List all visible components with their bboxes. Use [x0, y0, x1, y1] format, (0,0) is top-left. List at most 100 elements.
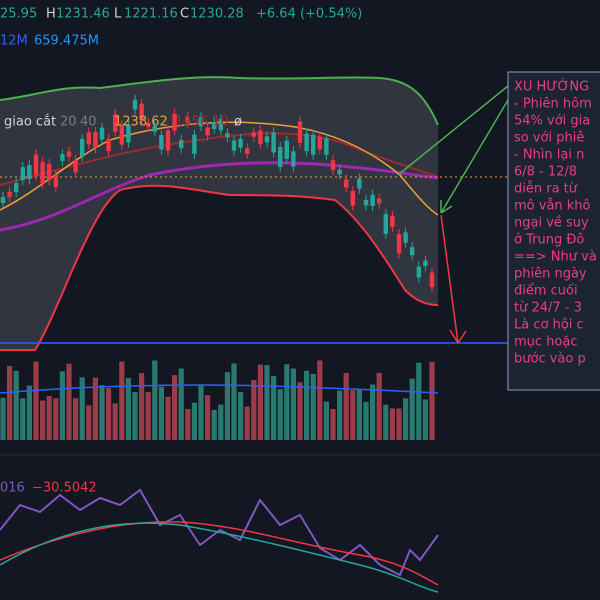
candle-body [99, 127, 105, 140]
candle-body [126, 125, 131, 143]
candle-body [73, 159, 78, 173]
candle-body [370, 194, 375, 206]
candle-body [80, 138, 85, 157]
volume-bar [13, 370, 19, 440]
volume-bar [145, 392, 151, 440]
candle-body [278, 147, 283, 168]
volume-bar [205, 395, 211, 440]
candle-body [403, 232, 408, 243]
volume-bar [297, 382, 303, 440]
volume-bar [277, 389, 283, 440]
volume-bar [409, 378, 415, 440]
candle-body [416, 266, 421, 278]
candle-body [212, 122, 217, 130]
indicator-icon: ø [234, 115, 242, 130]
indicator-name: giao cắt [4, 115, 56, 130]
osc-signal [0, 521, 439, 586]
volume-bar [191, 402, 197, 440]
volume-bar [363, 401, 369, 440]
volume-bar [224, 372, 230, 440]
note-line: 6/8 - 12/8 [514, 165, 577, 180]
ma-orange [0, 121, 439, 216]
candle-body [251, 132, 256, 137]
volume-bar [185, 408, 191, 440]
candle-body [33, 154, 39, 176]
volume-bar [132, 392, 138, 440]
candle-body [337, 169, 342, 175]
candle-body [60, 154, 65, 161]
volume-bar [244, 406, 250, 440]
candle-body [410, 247, 415, 256]
volume-bar [389, 408, 395, 440]
candle-body [231, 140, 237, 151]
volume-bar [257, 364, 263, 440]
candle-body [27, 165, 32, 180]
candle-body [106, 138, 111, 152]
note-line: bước vào p [514, 352, 586, 367]
candle-body [238, 138, 243, 148]
legend-label: H [46, 7, 56, 22]
candle-body [423, 260, 428, 267]
candle-body [185, 117, 190, 123]
note-text: XU HƯỚNG - Phiên hôm 54% với gia so với phi… [514, 79, 597, 367]
volume-bar [304, 370, 310, 440]
arrow-red [440, 214, 467, 344]
ma-purple [0, 161, 439, 232]
osc-value: 016 [0, 481, 25, 496]
note-line: từ 24/7 - 3 [514, 301, 582, 316]
candle-body [205, 127, 210, 136]
note-line: so với phiê [514, 131, 584, 146]
volume-bar [158, 386, 164, 440]
candle-body [383, 213, 388, 235]
note-box [507, 71, 600, 391]
candle-body [317, 136, 322, 150]
volume-bar [284, 364, 290, 440]
volume-bar [79, 377, 85, 440]
candle-body [179, 140, 184, 149]
note-line: mục hoặc [514, 335, 578, 350]
candle-body [284, 140, 289, 159]
volume-bar [264, 365, 270, 440]
candle-body [132, 99, 138, 110]
candle-body [139, 103, 144, 121]
volume-bar [0, 397, 6, 440]
indicator-value: 1238.62 [114, 115, 168, 130]
candle-body [159, 135, 164, 150]
candle-body [350, 190, 355, 206]
candle-body [377, 198, 382, 204]
note-line: Là cơ hội c [514, 318, 584, 333]
volume-bar [40, 400, 46, 440]
osc-hist [0, 522, 439, 593]
candle-body [311, 134, 316, 155]
note-line: - Phiên hôm [514, 97, 592, 112]
volume-bar [139, 373, 145, 440]
volume-bar [422, 399, 428, 440]
volume-bar [106, 388, 112, 440]
legend-change: +6.64 (+0.54%) [256, 7, 362, 22]
note-line: 54% với gia [514, 114, 590, 129]
candle-body [363, 199, 369, 206]
volume-bar [73, 398, 79, 440]
candle-body [225, 133, 230, 138]
candle-body [152, 125, 157, 132]
note-line: ngại về suy [514, 216, 589, 231]
volume-bar [172, 375, 178, 440]
volume-bar [211, 409, 217, 440]
volume-bar [429, 361, 435, 440]
candle-body [396, 234, 402, 254]
volume-bar [337, 390, 343, 440]
legend-open: 25.95 [0, 7, 37, 22]
volume-bar [112, 403, 118, 440]
note-line: ở Trung Đô [514, 233, 584, 248]
volume-bar [165, 396, 171, 440]
candle-body [324, 138, 329, 155]
note-line: mô vẫn khô [514, 199, 591, 214]
volume-bar [198, 385, 204, 440]
legend-label: L [114, 7, 122, 22]
indicator-value: 1256.10 [175, 115, 229, 130]
volume-bars [0, 360, 435, 440]
candle-body [14, 183, 19, 193]
indicator-param: 40 [80, 115, 97, 130]
volume-bar [59, 371, 65, 440]
